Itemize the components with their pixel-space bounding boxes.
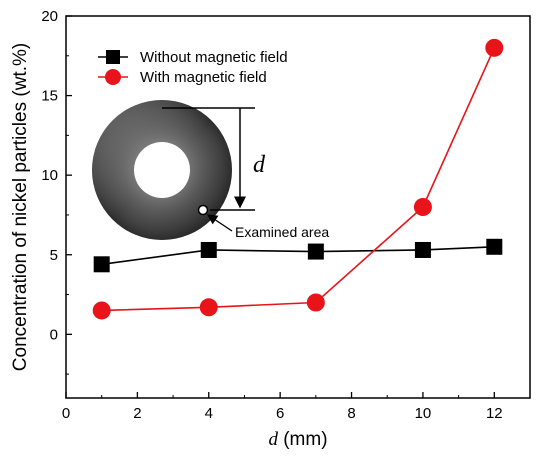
y-tick-label: 0	[50, 326, 58, 343]
legend-marker-with	[105, 69, 121, 85]
legend-marker-without	[106, 50, 120, 64]
tick-layer: 0 2 4 6 8 10 12 0 5 10 15 20	[41, 8, 502, 422]
x-tick-label: 12	[486, 405, 503, 422]
y-tick-label: 15	[41, 88, 58, 105]
data-point	[486, 238, 503, 255]
data-point	[485, 38, 504, 57]
data-point	[93, 256, 110, 273]
x-tick-label: 2	[133, 405, 141, 422]
x-tick-label: 0	[62, 405, 70, 422]
plot-frame	[65, 15, 531, 399]
dimension-annotation: d	[162, 107, 266, 211]
data-point	[92, 301, 111, 320]
data-point	[306, 293, 325, 312]
data-point	[199, 298, 218, 317]
x-tick-label: 6	[276, 405, 284, 422]
y-tick-label: 10	[41, 167, 58, 184]
legend-label-with: With magnetic field	[140, 69, 267, 86]
series-layer	[92, 38, 504, 320]
disc-shading	[92, 100, 232, 240]
y-axis-label: Concentration of nickel particles (wt.%)	[10, 43, 31, 371]
legend: Without magnetic field With magnetic fie…	[98, 49, 288, 86]
examined-area-arrow	[206, 214, 233, 232]
legend-label-without: Without magnetic field	[140, 49, 288, 66]
series-line	[101, 245, 495, 266]
y-tick-label: 5	[50, 247, 58, 264]
examined-area-marker	[197, 204, 209, 216]
dimension-label: d	[253, 152, 266, 178]
x-tick-label: 4	[205, 405, 213, 422]
x-tick-label: 10	[415, 405, 432, 422]
series-with-field	[92, 38, 504, 320]
data-point	[307, 243, 324, 260]
x-tick-label: 8	[347, 405, 355, 422]
series-line	[101, 47, 496, 312]
data-point	[414, 241, 431, 258]
series-without-field	[93, 238, 503, 273]
y-tick-label: 20	[41, 8, 58, 25]
x-axis-label: d (mm)	[268, 429, 327, 450]
examined-area-annotation: Examined area	[206, 214, 329, 240]
data-point	[413, 198, 432, 216]
inset-disc-photo	[92, 100, 232, 240]
examined-area-label: Examined area	[235, 224, 329, 240]
x-axis-label-var: d	[268, 429, 278, 450]
x-axis-label-unit: (mm)	[278, 429, 328, 450]
data-point	[200, 241, 217, 258]
